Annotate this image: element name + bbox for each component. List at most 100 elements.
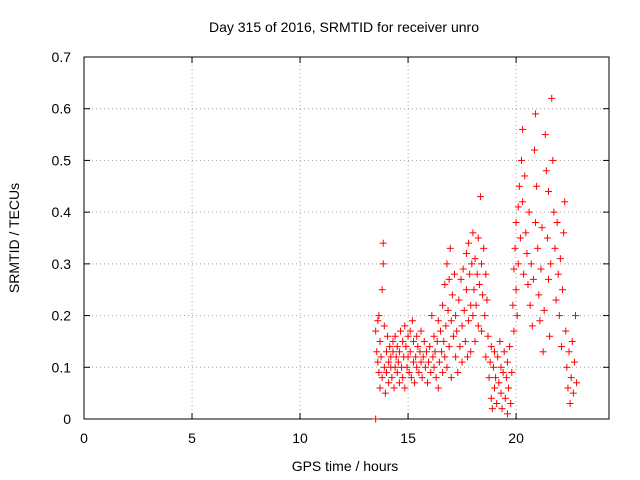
data-point	[378, 374, 386, 382]
data-point	[380, 363, 388, 371]
data-point	[455, 296, 463, 304]
data-point	[532, 218, 540, 226]
data-point	[399, 374, 407, 382]
data-point	[514, 203, 522, 211]
data-point	[572, 312, 580, 320]
data-point	[403, 363, 411, 371]
data-point	[522, 229, 530, 237]
plot-frame	[83, 56, 610, 420]
data-point	[553, 218, 561, 226]
data-point	[372, 327, 380, 335]
data-point	[495, 379, 503, 387]
data-point	[573, 379, 581, 387]
data-point	[439, 301, 447, 309]
data-point	[482, 353, 490, 361]
data-point	[443, 363, 451, 371]
data-point	[390, 384, 398, 392]
data-point	[472, 301, 480, 309]
data-point	[406, 327, 414, 335]
data-point	[418, 374, 426, 382]
data-point	[442, 322, 450, 330]
data-point	[406, 348, 414, 356]
data-point	[412, 353, 420, 361]
data-point	[529, 275, 537, 283]
data-point	[534, 244, 542, 252]
data-point	[386, 343, 394, 351]
data-point	[408, 317, 416, 325]
data-point	[488, 405, 496, 413]
data-point	[557, 343, 565, 351]
data-point	[498, 405, 506, 413]
data-point	[395, 379, 403, 387]
data-point	[411, 379, 419, 387]
data-point	[470, 286, 478, 294]
data-point	[416, 348, 424, 356]
data-point	[506, 343, 514, 351]
data-point	[393, 343, 401, 351]
y-tick-label: 0.6	[52, 101, 72, 117]
data-point	[432, 374, 440, 382]
chart-title: Day 315 of 2016, SRMTID for receiver unr…	[209, 19, 479, 35]
data-point	[419, 353, 427, 361]
data-point	[482, 270, 490, 278]
data-point	[435, 358, 443, 366]
data-point	[530, 146, 538, 154]
data-point	[463, 353, 471, 361]
data-point	[537, 265, 545, 273]
data-point	[421, 363, 429, 371]
data-point	[548, 94, 556, 102]
data-point	[521, 172, 529, 180]
data-point	[556, 255, 564, 263]
data-points	[372, 94, 581, 423]
data-point	[385, 358, 393, 366]
y-tick-label: 0.7	[52, 49, 72, 65]
data-point	[374, 358, 382, 366]
data-point	[459, 265, 467, 273]
data-point	[518, 156, 525, 164]
data-point	[448, 291, 456, 299]
data-point	[449, 332, 457, 340]
data-point	[446, 244, 454, 252]
data-point	[555, 312, 563, 320]
data-point	[417, 358, 425, 366]
data-point	[476, 193, 484, 201]
data-point	[402, 343, 410, 351]
data-point	[469, 312, 477, 320]
data-point	[536, 317, 544, 325]
data-point	[444, 306, 452, 314]
data-point	[503, 358, 511, 366]
data-point	[505, 384, 513, 392]
data-point	[492, 374, 500, 382]
data-point	[478, 260, 486, 268]
data-point	[375, 368, 383, 376]
data-point	[465, 317, 473, 325]
data-point	[486, 358, 494, 366]
data-point	[375, 312, 383, 320]
data-point	[373, 348, 381, 356]
data-point	[545, 275, 553, 283]
data-point	[447, 317, 455, 325]
x-tick-label: 0	[80, 430, 88, 446]
y-tick-label: 0.4	[52, 204, 72, 220]
data-point	[434, 384, 442, 392]
data-point	[389, 337, 397, 345]
data-point	[502, 374, 510, 382]
data-point	[515, 182, 523, 190]
data-point	[465, 239, 473, 247]
data-point	[500, 348, 508, 356]
data-point	[385, 379, 393, 387]
data-point	[565, 348, 573, 356]
data-point	[499, 368, 507, 376]
x-tick-label: 5	[188, 430, 196, 446]
data-point	[497, 389, 505, 397]
data-point	[480, 244, 488, 252]
data-point	[413, 363, 421, 371]
data-point	[513, 312, 521, 320]
data-point	[545, 187, 553, 195]
data-point	[508, 368, 516, 376]
data-point	[401, 384, 409, 392]
data-point	[546, 332, 554, 340]
data-point	[564, 384, 572, 392]
data-point	[538, 224, 546, 232]
